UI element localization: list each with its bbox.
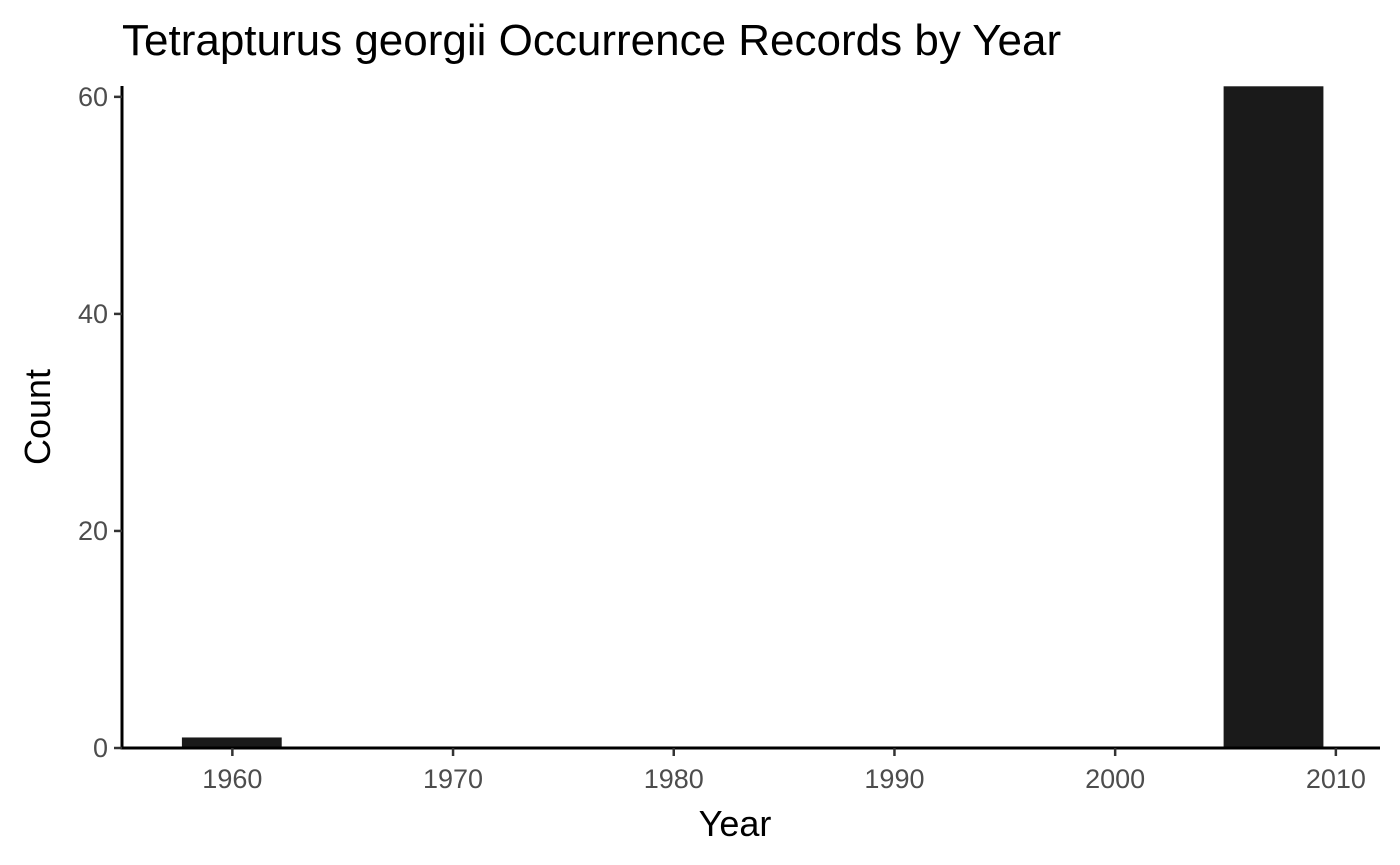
- x-axis-ticks: 1960 1970 1980 1990 2000 2010: [202, 748, 1366, 794]
- x-tick-label: 2010: [1306, 764, 1366, 794]
- x-tick-label: 1970: [423, 764, 483, 794]
- x-tick-label: 1990: [864, 764, 924, 794]
- bar-0: [181, 736, 283, 749]
- bars-group: [181, 85, 1325, 749]
- y-axis-title: Count: [17, 369, 58, 465]
- bar-1: [1223, 85, 1325, 749]
- chart-title: Tetrapturus georgii Occurrence Records b…: [122, 16, 1061, 65]
- x-tick-label: 2000: [1085, 764, 1145, 794]
- x-tick-label: 1980: [644, 764, 704, 794]
- x-tick-label: 1960: [202, 764, 262, 794]
- y-tick-label: 40: [78, 299, 108, 329]
- x-axis-title: Year: [699, 803, 772, 844]
- y-tick-label: 60: [78, 82, 108, 112]
- y-tick-label: 20: [78, 516, 108, 546]
- y-tick-label: 0: [93, 733, 108, 763]
- y-axis-ticks: 0 20 40 60: [78, 82, 122, 763]
